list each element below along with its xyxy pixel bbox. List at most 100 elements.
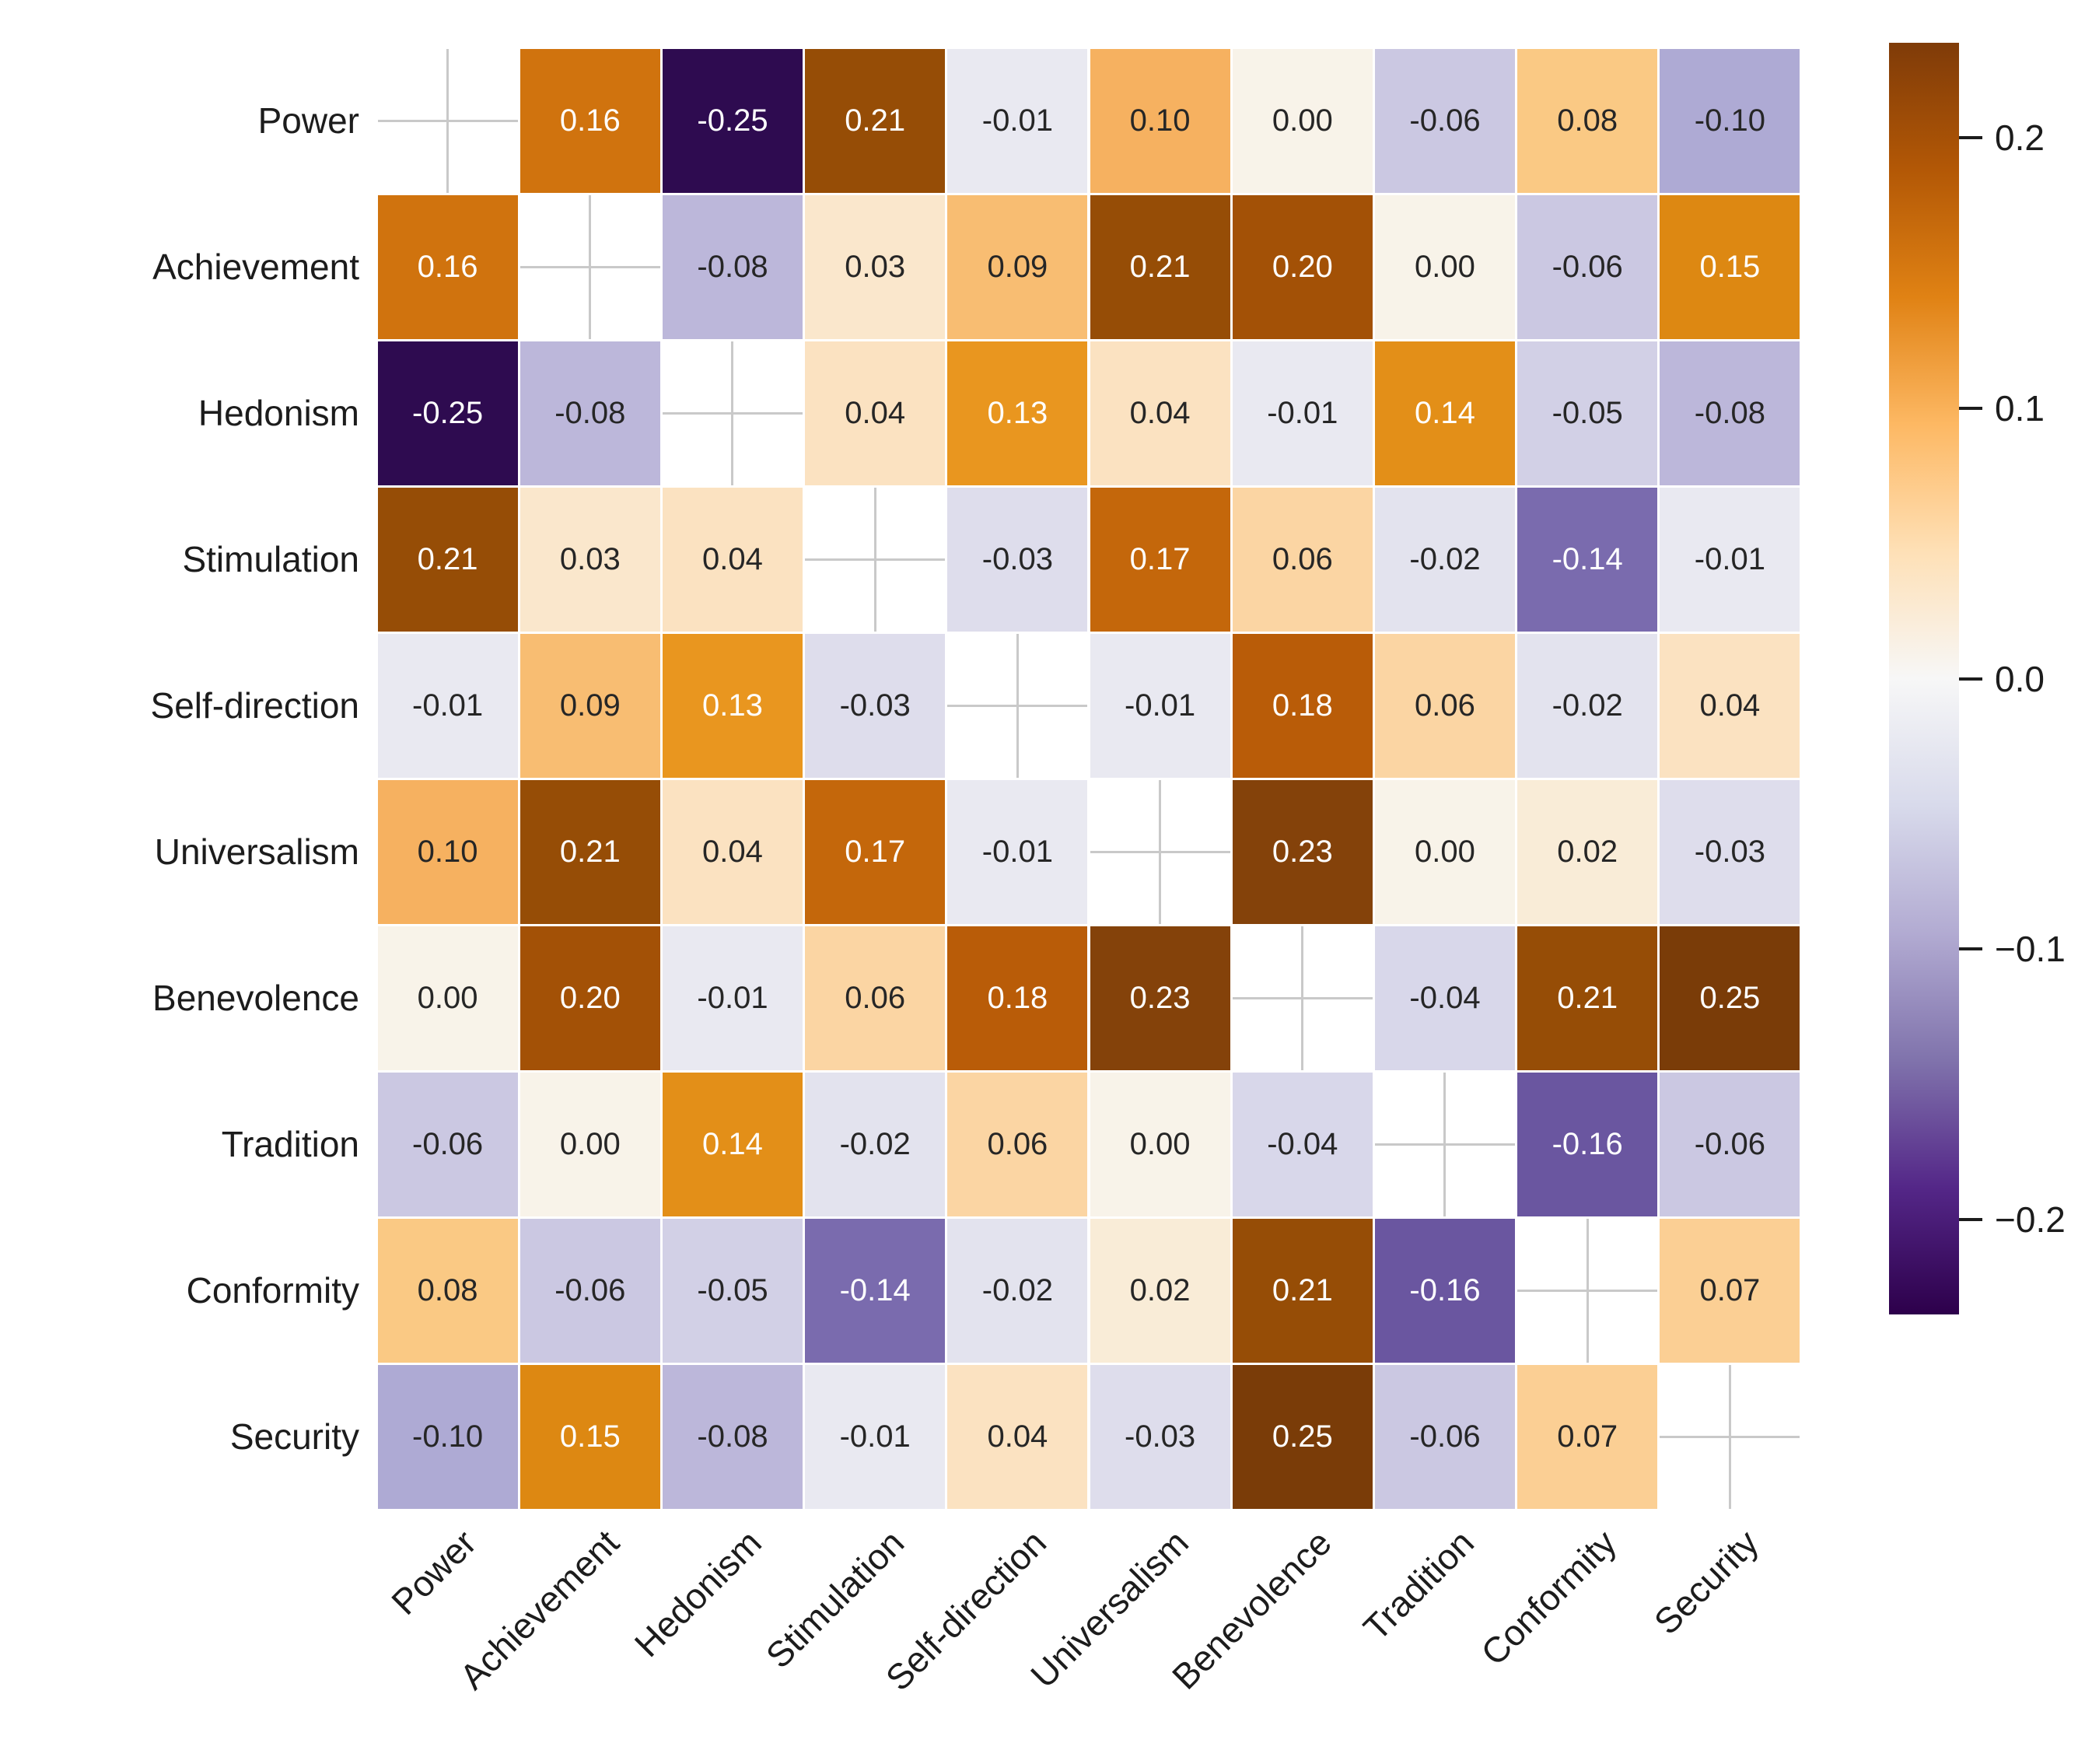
heatmap-cell: 0.04 <box>1090 341 1230 485</box>
heatmap-cell: -0.10 <box>1660 48 1800 193</box>
heatmap-cell: -0.03 <box>1090 1364 1230 1509</box>
heatmap-cell: 0.04 <box>805 341 946 485</box>
x-tick-label: Stimulation <box>757 1522 911 1676</box>
heatmap-cell: 0.02 <box>1090 1218 1230 1363</box>
heatmap-cell: -0.06 <box>1374 48 1516 193</box>
masked-diagonal-cell <box>1374 1072 1516 1216</box>
x-tick-label: Hedonism <box>626 1522 769 1665</box>
heatmap-cell: -0.05 <box>1517 341 1658 485</box>
heatmap-cell: 0.09 <box>947 194 1088 339</box>
heatmap-cell: -0.08 <box>520 341 660 485</box>
heatmap-cell: 0.17 <box>1090 487 1230 632</box>
heatmap-cell: 0.06 <box>1374 633 1516 778</box>
heatmap-cell: -0.06 <box>377 1072 518 1216</box>
heatmap-cell: -0.03 <box>805 633 946 778</box>
heatmap-cell: 0.07 <box>1660 1218 1800 1363</box>
y-tick-label: Security <box>229 1416 359 1457</box>
heatmap-cell: 0.23 <box>1232 779 1373 924</box>
mask-cross-vertical-line <box>1159 779 1162 924</box>
masked-diagonal-cell <box>805 487 946 632</box>
y-tick-label: Tradition <box>221 1124 359 1164</box>
heatmap-cell: 0.21 <box>1090 194 1230 339</box>
colorbar-tick-label: −0.1 <box>1995 929 2066 970</box>
y-tick-label: Universalism <box>154 831 359 872</box>
colorbar-tick <box>1959 135 1982 139</box>
heatmap-cell: 0.21 <box>1517 926 1658 1070</box>
heatmap-cell: 0.13 <box>662 633 803 778</box>
colorbar <box>1889 43 1959 1314</box>
y-tick-label: Hedonism <box>198 393 359 433</box>
heatmap-cell: 0.14 <box>662 1072 803 1216</box>
heatmap-cell: -0.03 <box>1660 779 1800 924</box>
heatmap-cell: -0.08 <box>662 1364 803 1509</box>
heatmap-cell: 0.10 <box>1090 48 1230 193</box>
heatmap-cell: 0.14 <box>1374 341 1516 485</box>
heatmap-cell: 0.04 <box>662 487 803 632</box>
heatmap-cell: -0.01 <box>947 779 1088 924</box>
heatmap-cell: 0.16 <box>520 48 660 193</box>
heatmap-cell: 0.18 <box>1232 633 1373 778</box>
heatmap-cell: 0.25 <box>1232 1364 1373 1509</box>
heatmap-cell: -0.06 <box>1374 1364 1516 1509</box>
heatmap-cell: -0.02 <box>805 1072 946 1216</box>
heatmap-cell: 0.15 <box>1660 194 1800 339</box>
x-tick-label: Power <box>383 1522 485 1622</box>
mask-cross-vertical-line <box>1443 1072 1447 1216</box>
masked-diagonal-cell <box>377 48 518 193</box>
heatmap-cell: -0.08 <box>662 194 803 339</box>
mask-cross-vertical-line <box>873 487 876 632</box>
y-tick-label: Benevolence <box>152 978 359 1018</box>
mask-cross-vertical-line <box>589 194 592 339</box>
heatmap-cell: 0.08 <box>1517 48 1658 193</box>
heatmap-cell: -0.01 <box>1660 487 1800 632</box>
heatmap-cell: -0.25 <box>377 341 518 485</box>
colorbar-tick-label: 0.0 <box>1995 658 2045 699</box>
heatmap-cell: -0.01 <box>662 926 803 1070</box>
heatmap-cell: -0.01 <box>805 1364 946 1509</box>
heatmap-cell: -0.02 <box>1517 633 1658 778</box>
heatmap-cell: 0.13 <box>947 341 1088 485</box>
colorbar-tick <box>1959 947 1982 951</box>
heatmap-cell: 0.08 <box>377 1218 518 1363</box>
y-tick-label: Stimulation <box>182 539 359 579</box>
colorbar-gradient <box>1889 43 1959 1314</box>
heatmap-cell: -0.14 <box>805 1218 946 1363</box>
heatmap-cell: -0.01 <box>377 633 518 778</box>
heatmap-cell: 0.18 <box>947 926 1088 1070</box>
masked-diagonal-cell <box>662 341 803 485</box>
masked-diagonal-cell <box>1232 926 1373 1070</box>
colorbar-tick <box>1959 677 1982 681</box>
mask-cross-vertical-line <box>1728 1364 1731 1509</box>
heatmap-cell: 0.04 <box>947 1364 1088 1509</box>
heatmap-cell: 0.04 <box>1660 633 1800 778</box>
heatmap-cell: -0.14 <box>1517 487 1658 632</box>
masked-diagonal-cell <box>1517 1218 1658 1363</box>
heatmap-cell: 0.06 <box>805 926 946 1070</box>
mask-cross-vertical-line <box>1016 633 1019 778</box>
heatmap-cell: -0.01 <box>1090 633 1230 778</box>
heatmap-cell: 0.21 <box>377 487 518 632</box>
heatmap-cell: -0.05 <box>662 1218 803 1363</box>
heatmap-cell: 0.20 <box>1232 194 1373 339</box>
heatmap-cell: -0.02 <box>947 1218 1088 1363</box>
heatmap-cell: -0.06 <box>1517 194 1658 339</box>
heatmap-cell: 0.02 <box>1517 779 1658 924</box>
heatmap-cell: -0.03 <box>947 487 1088 632</box>
heatmap-cell: -0.25 <box>662 48 803 193</box>
heatmap-cell: 0.16 <box>377 194 518 339</box>
heatmap-cell: -0.06 <box>520 1218 660 1363</box>
masked-diagonal-cell <box>1660 1364 1800 1509</box>
mask-cross-vertical-line <box>731 341 734 485</box>
colorbar-tick <box>1959 406 1982 410</box>
colorbar-tick <box>1959 1218 1982 1222</box>
heatmap-cell: 0.15 <box>520 1364 660 1509</box>
heatmap-cell: -0.06 <box>1660 1072 1800 1216</box>
heatmap-cell: 0.07 <box>1517 1364 1658 1509</box>
masked-diagonal-cell <box>520 194 660 339</box>
y-tick-label: Conformity <box>186 1270 359 1311</box>
heatmap-cell: 0.25 <box>1660 926 1800 1070</box>
colorbar-tick-label: −0.2 <box>1995 1199 2066 1241</box>
heatmap-cell: -0.01 <box>1232 341 1373 485</box>
heatmap-cell: 0.17 <box>805 779 946 924</box>
mask-cross-vertical-line <box>1586 1218 1589 1363</box>
